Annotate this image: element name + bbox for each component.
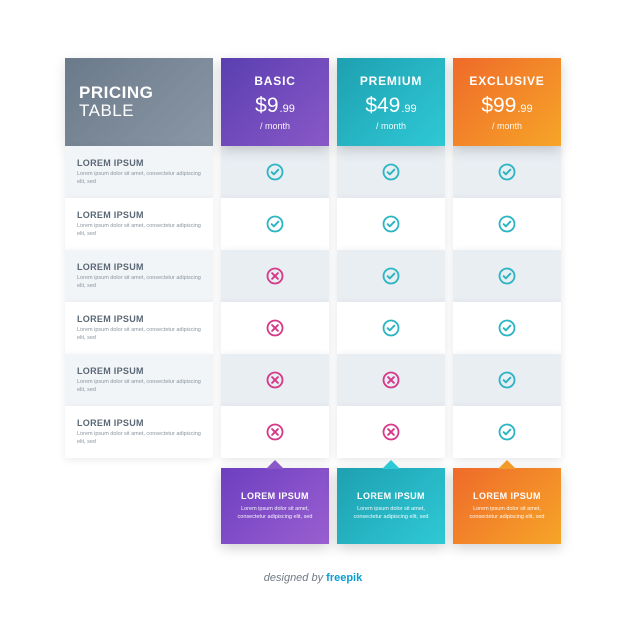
feature-label-row: LOREM IPSUM Lorem ipsum dolor sit amet, … xyxy=(65,146,213,198)
check-icon xyxy=(381,266,401,286)
check-icon xyxy=(381,162,401,182)
check-icon xyxy=(381,214,401,234)
plan-feature-cell xyxy=(337,146,445,198)
feature-title: LOREM IPSUM xyxy=(77,418,203,428)
check-icon xyxy=(497,266,517,286)
footer-spacer xyxy=(65,458,213,544)
plan-header-basic[interactable]: BASIC $9 .99 / month xyxy=(221,58,329,146)
title-line2: TABLE xyxy=(79,101,213,121)
check-icon xyxy=(497,318,517,338)
check-icon xyxy=(497,422,517,442)
cross-icon xyxy=(265,266,285,286)
feature-label-row: LOREM IPSUM Lorem ipsum dolor sit amet, … xyxy=(65,354,213,406)
plan-feature-cell xyxy=(453,406,561,458)
plan-footer-basic[interactable]: .plan-footer:nth-of-type(0){} LOREM IPSU… xyxy=(221,468,329,544)
check-icon xyxy=(497,162,517,182)
feature-desc: Lorem ipsum dolor sit amet, consectetur … xyxy=(77,223,203,237)
plan-feature-cell xyxy=(453,302,561,354)
plan-feature-cell xyxy=(221,406,329,458)
plan-feature-cell xyxy=(221,354,329,406)
plan-price: $99 .99 xyxy=(481,94,532,118)
plan-feature-cell xyxy=(453,198,561,250)
cross-icon xyxy=(381,370,401,390)
feature-label-row: LOREM IPSUM Lorem ipsum dolor sit amet, … xyxy=(65,406,213,458)
plan-footer-premium[interactable]: .plan-footer:nth-of-type(0){} LOREM IPSU… xyxy=(337,468,445,544)
plan-footer-title: LOREM IPSUM xyxy=(241,491,309,501)
plan-feature-cell xyxy=(337,302,445,354)
feature-desc: Lorem ipsum dolor sit amet, consectetur … xyxy=(77,275,203,289)
plan-feature-cell xyxy=(221,250,329,302)
plan-feature-cell xyxy=(453,250,561,302)
feature-label-row: LOREM IPSUM Lorem ipsum dolor sit amet, … xyxy=(65,198,213,250)
plan-name: PREMIUM xyxy=(360,74,422,88)
check-icon xyxy=(265,214,285,234)
plan-feature-cell xyxy=(453,146,561,198)
plan-header-exclusive[interactable]: EXCLUSIVE $99 .99 / month xyxy=(453,58,561,146)
feature-desc: Lorem ipsum dolor sit amet, consectetur … xyxy=(77,327,203,341)
feature-desc: Lorem ipsum dolor sit amet, consectetur … xyxy=(77,379,203,393)
feature-title: LOREM IPSUM xyxy=(77,158,203,168)
feature-title: LOREM IPSUM xyxy=(77,210,203,220)
plan-feature-cell xyxy=(453,354,561,406)
check-icon xyxy=(497,214,517,234)
pricing-table: PRICING TABLE BASIC $9 .99 / month PREMI… xyxy=(65,58,561,544)
plan-period: / month xyxy=(376,121,406,131)
feature-label-row: LOREM IPSUM Lorem ipsum dolor sit amet, … xyxy=(65,302,213,354)
plan-header-premium[interactable]: PREMIUM $49 .99 / month xyxy=(337,58,445,146)
attribution-prefix: designed by xyxy=(264,572,326,584)
cross-icon xyxy=(265,370,285,390)
attribution: designed by freepik xyxy=(264,572,362,584)
plan-feature-cell xyxy=(337,198,445,250)
plan-footer-desc: Lorem ipsum dolor sit amet, consectetur … xyxy=(463,506,551,521)
feature-desc: Lorem ipsum dolor sit amet, consectetur … xyxy=(77,171,203,185)
feature-title: LOREM IPSUM xyxy=(77,366,203,376)
plan-name: BASIC xyxy=(254,74,295,88)
table-title: PRICING TABLE xyxy=(65,58,213,146)
plan-feature-cell xyxy=(221,198,329,250)
feature-title: LOREM IPSUM xyxy=(77,262,203,272)
plan-footer-title: LOREM IPSUM xyxy=(473,491,541,501)
cross-icon xyxy=(381,422,401,442)
plan-feature-cell xyxy=(337,250,445,302)
plan-price: $49 .99 xyxy=(365,94,416,118)
plan-feature-cell xyxy=(337,354,445,406)
plan-footer-desc: Lorem ipsum dolor sit amet, consectetur … xyxy=(231,506,319,521)
check-icon xyxy=(265,162,285,182)
plan-period: / month xyxy=(260,121,290,131)
plan-footer-desc: Lorem ipsum dolor sit amet, consectetur … xyxy=(347,506,435,521)
plan-footer-title: LOREM IPSUM xyxy=(357,491,425,501)
cross-icon xyxy=(265,422,285,442)
feature-label-row: LOREM IPSUM Lorem ipsum dolor sit amet, … xyxy=(65,250,213,302)
plan-price: $9 .99 xyxy=(255,94,295,118)
check-icon xyxy=(497,370,517,390)
feature-title: LOREM IPSUM xyxy=(77,314,203,324)
title-line1: PRICING xyxy=(79,83,213,103)
plan-name: EXCLUSIVE xyxy=(469,74,544,88)
cross-icon xyxy=(265,318,285,338)
plan-feature-cell xyxy=(337,406,445,458)
plan-period: / month xyxy=(492,121,522,131)
attribution-brand: freepik xyxy=(326,572,362,584)
plan-feature-cell xyxy=(221,302,329,354)
plan-feature-cell xyxy=(221,146,329,198)
check-icon xyxy=(381,318,401,338)
plan-footer-exclusive[interactable]: .plan-footer:nth-of-type(0){} LOREM IPSU… xyxy=(453,468,561,544)
feature-desc: Lorem ipsum dolor sit amet, consectetur … xyxy=(77,431,203,445)
